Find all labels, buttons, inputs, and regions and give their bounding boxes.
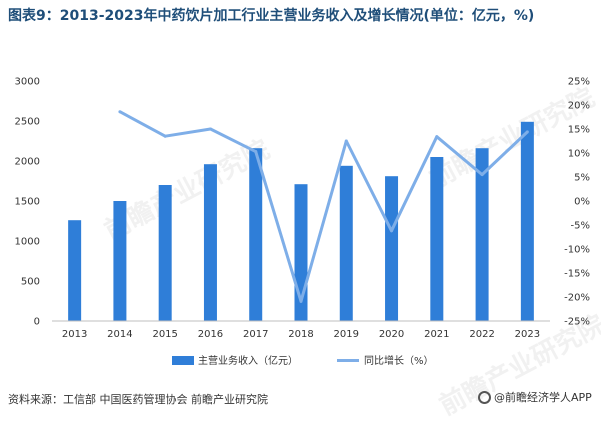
y-right-tick-label: -15% xyxy=(564,269,590,280)
x-tick-label: 2018 xyxy=(288,329,313,340)
bar xyxy=(475,148,489,321)
bar xyxy=(113,201,127,321)
bar xyxy=(249,148,263,321)
growth-point xyxy=(118,110,122,114)
y-left-tick-label: 2500 xyxy=(15,117,40,128)
x-tick-label: 2014 xyxy=(107,329,132,340)
y-left-tick-label: 0 xyxy=(34,317,40,328)
bar xyxy=(385,176,399,321)
y-right-tick-label: -25% xyxy=(564,317,590,328)
growth-point xyxy=(163,134,167,138)
y-right-tick-label: 25% xyxy=(568,77,590,88)
brand-text: @前瞻经济学人APP xyxy=(494,391,592,404)
bar xyxy=(430,157,444,321)
growth-point xyxy=(435,135,439,139)
growth-point xyxy=(480,173,484,177)
growth-line xyxy=(119,110,529,303)
y-left-tick-label: 2000 xyxy=(15,157,40,168)
y-right-tick-label: 15% xyxy=(568,125,590,136)
x-tick-label: 2022 xyxy=(469,329,494,340)
x-tick-label: 2023 xyxy=(515,329,540,340)
growth-point xyxy=(390,229,394,233)
y-right-tick-label: -5% xyxy=(571,221,590,232)
growth-point xyxy=(208,127,212,131)
legend-label-bar: 主营业务收入（亿元） xyxy=(198,354,298,367)
bar xyxy=(68,220,82,321)
bar xyxy=(158,185,172,321)
x-tick-label: 2021 xyxy=(424,329,449,340)
y-right-tick-label: 20% xyxy=(568,101,590,112)
growth-point xyxy=(344,139,348,143)
y-left-tick-label: 3000 xyxy=(15,77,40,88)
bar xyxy=(520,121,534,321)
x-tick-label: 2013 xyxy=(62,329,87,340)
growth-point xyxy=(525,130,529,134)
legend-label-line: 同比增长（%） xyxy=(364,354,434,367)
y-left-tick-label: 1500 xyxy=(15,197,40,208)
x-tick-label: 2019 xyxy=(334,329,359,340)
y-right-tick-label: -10% xyxy=(564,245,590,256)
bar xyxy=(203,164,217,321)
y-left-tick-label: 500 xyxy=(21,277,40,288)
growth-point xyxy=(254,150,258,154)
y-right-tick-label: 5% xyxy=(574,173,590,184)
x-tick-label: 2016 xyxy=(198,329,223,340)
y-right-tick-label: -20% xyxy=(564,293,590,304)
brand-credit: @前瞻经济学人APP xyxy=(478,389,592,405)
y-right-tick-label: 10% xyxy=(568,149,590,160)
x-tick-label: 2015 xyxy=(152,329,177,340)
y-right-tick-label: 0% xyxy=(574,197,590,208)
y-left-tick-label: 1000 xyxy=(15,237,40,248)
brand-logo-icon xyxy=(478,390,491,404)
growth-point xyxy=(299,299,303,303)
x-tick-label: 2017 xyxy=(243,329,268,340)
legend-swatch-bar xyxy=(172,356,194,365)
bar xyxy=(339,165,353,321)
source-note: 资料来源：工信部 中国医药管理协会 前瞻产业研究院 xyxy=(8,393,268,406)
x-tick-label: 2020 xyxy=(379,329,404,340)
chart-title: 图表9：2013-2023年中药饮片加工行业主营业务收入及增长情况(单位：亿元，… xyxy=(8,8,535,24)
